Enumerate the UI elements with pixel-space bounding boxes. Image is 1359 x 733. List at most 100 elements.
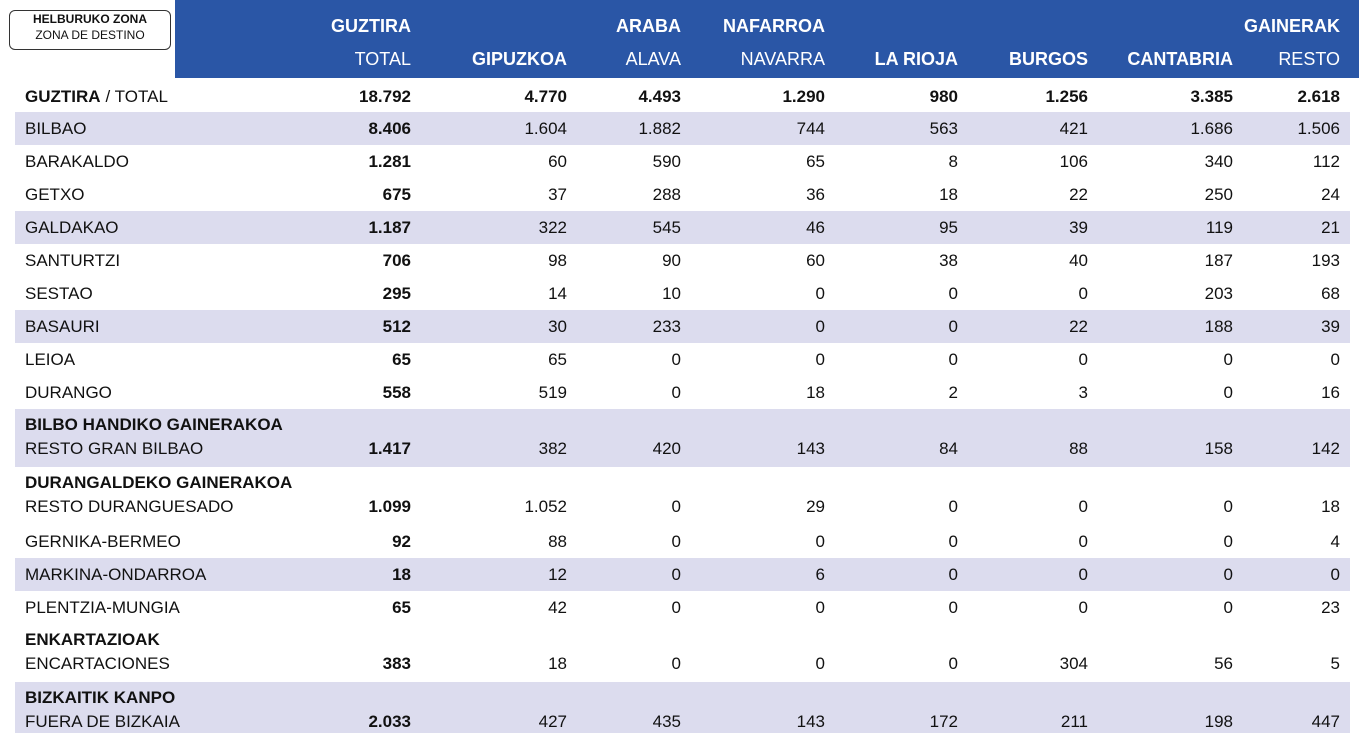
column-header-top: ARABA — [616, 16, 681, 36]
cell: 18 — [548, 654, 567, 673]
cell: 295 — [382, 284, 411, 303]
cell: 0 — [1078, 598, 1088, 617]
cell: 0 — [1223, 350, 1233, 369]
row-shade — [15, 310, 1350, 343]
row-label: FUERA DE BIZKAIA — [25, 712, 180, 731]
cell: 421 — [1059, 119, 1088, 138]
cell: 188 — [1204, 317, 1233, 336]
cell: 744 — [796, 119, 825, 138]
zone-label-eu: HELBURUKO ZONA — [33, 12, 147, 26]
row-shade — [15, 211, 1350, 244]
row-label: DURANGO — [25, 383, 112, 402]
cell: 92 — [392, 532, 411, 551]
column-header: BURGOS — [1008, 49, 1088, 69]
cell: 706 — [382, 251, 411, 270]
column-header: TOTAL — [354, 49, 411, 69]
cell: 46 — [806, 218, 825, 237]
cell: 250 — [1204, 185, 1233, 204]
cell: 0 — [815, 350, 825, 369]
row-label: RESTO DURANGUESADO — [25, 497, 234, 516]
row-group: ENKARTAZIOAK — [25, 630, 160, 649]
cell: 0 — [671, 654, 681, 673]
row-label: GERNIKA-BERMEO — [25, 532, 181, 551]
cell: 4.770 — [524, 87, 567, 106]
cell: 3 — [1078, 383, 1088, 402]
cell: 84 — [939, 439, 958, 458]
cell: 60 — [548, 152, 567, 171]
cell: 6 — [815, 565, 825, 584]
cell: 0 — [948, 654, 958, 673]
cell: 447 — [1311, 712, 1340, 731]
cell: 675 — [382, 185, 411, 204]
cell: 24 — [1321, 185, 1340, 204]
cell: 2.618 — [1297, 87, 1340, 106]
cell: 23 — [1321, 598, 1340, 617]
cell: 512 — [382, 317, 411, 336]
cell: 14 — [548, 284, 567, 303]
cell: 39 — [1321, 317, 1340, 336]
cell: 322 — [538, 218, 567, 237]
cell: 1.187 — [368, 218, 411, 237]
cell: 112 — [1312, 152, 1340, 171]
cell: 8.406 — [368, 119, 411, 138]
cell: 0 — [1078, 350, 1088, 369]
cell: 2 — [948, 383, 958, 402]
cell: 142 — [1311, 439, 1340, 458]
cell: 3.385 — [1190, 87, 1233, 106]
column-header-top: GAINERAK — [1243, 16, 1340, 36]
cell: 0 — [815, 598, 825, 617]
column-header-top: GUZTIRA — [331, 16, 411, 36]
cell: 0 — [948, 284, 958, 303]
cell: 90 — [662, 251, 681, 270]
total-label-rest: / TOTAL — [105, 87, 168, 106]
cell: 198 — [1204, 712, 1233, 731]
cell: 211 — [1060, 712, 1088, 731]
cell: 37 — [548, 185, 567, 204]
column-header: LA RIOJA — [874, 49, 958, 69]
row-label: RESTO GRAN BILBAO — [25, 439, 204, 458]
column-header: GIPUZKOA — [471, 49, 567, 69]
cell: 18.792 — [359, 87, 411, 106]
cell: 0 — [1223, 532, 1233, 551]
cell: 340 — [1204, 152, 1233, 171]
cell: 0 — [948, 497, 958, 516]
cell: 21 — [1321, 218, 1340, 237]
row-label: LEIOA — [25, 350, 76, 369]
column-header-top: NAFARROA — [723, 16, 825, 36]
cell: 1.256 — [1045, 87, 1088, 106]
cell: 383 — [382, 654, 411, 673]
cell: 0 — [948, 350, 958, 369]
cell: 0 — [1078, 497, 1088, 516]
cell: 36 — [806, 185, 825, 204]
cell: 0 — [671, 350, 681, 369]
cell: 590 — [652, 152, 681, 171]
cell: 10 — [662, 284, 681, 303]
cell: 0 — [671, 497, 681, 516]
cell: 1.281 — [368, 152, 411, 171]
cell: 0 — [948, 598, 958, 617]
cell: 22 — [1069, 317, 1088, 336]
cell: 4.493 — [638, 87, 681, 106]
cell: 0 — [1330, 565, 1340, 584]
cell: 0 — [671, 565, 681, 584]
cell: 65 — [392, 598, 411, 617]
cell: 143 — [796, 712, 825, 731]
cell: 420 — [652, 439, 681, 458]
cell: 0 — [671, 598, 681, 617]
cell: 18 — [939, 185, 958, 204]
cell: 0 — [948, 532, 958, 551]
row-shade — [15, 409, 1350, 467]
cell: 16 — [1321, 383, 1340, 402]
cell: 88 — [1069, 439, 1088, 458]
row-shade — [15, 682, 1350, 733]
cell: 88 — [548, 532, 567, 551]
cell: 65 — [806, 152, 825, 171]
total-label-bold: GUZTIRA — [25, 87, 101, 106]
cell: 95 — [939, 218, 958, 237]
cell: 233 — [652, 317, 681, 336]
column-header: ALAVA — [625, 49, 681, 69]
cell: 1.686 — [1190, 119, 1233, 138]
cell: 98 — [548, 251, 567, 270]
cell: 12 — [548, 565, 567, 584]
row-label: PLENTZIA-MUNGIA — [25, 598, 180, 617]
